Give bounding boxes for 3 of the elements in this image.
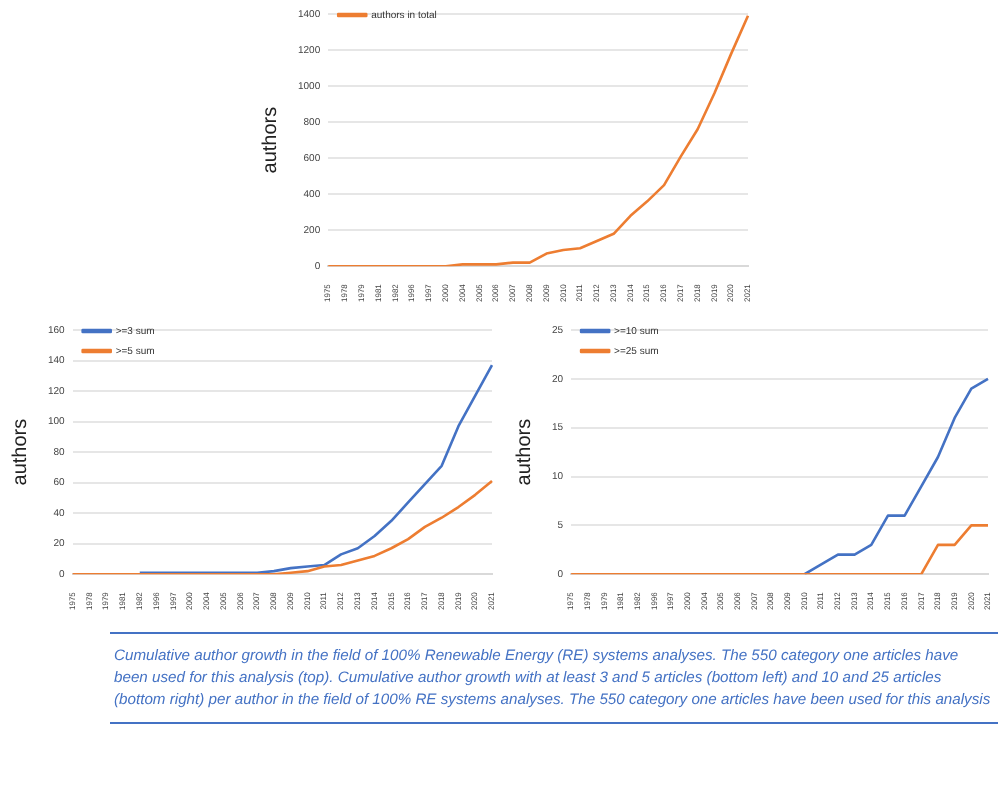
- y-axis-title: authors: [259, 106, 282, 174]
- y-axis-title: authors: [9, 418, 32, 486]
- y-axis-title: authors: [513, 418, 536, 486]
